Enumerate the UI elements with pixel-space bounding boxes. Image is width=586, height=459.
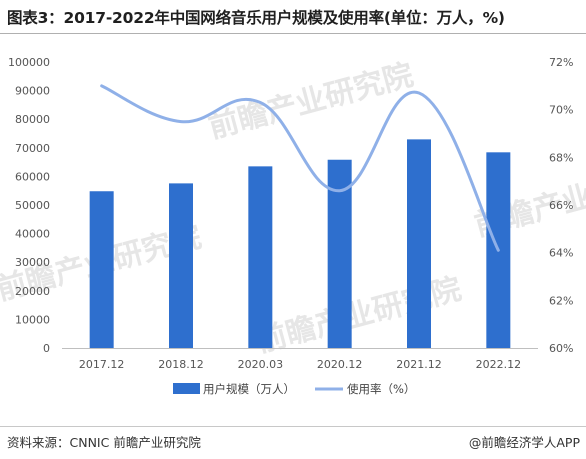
y-left-tick-label: 90000 xyxy=(15,85,50,98)
y-left-tick-label: 80000 xyxy=(15,113,50,126)
x-tick-label: 2020.12 xyxy=(317,358,363,371)
y-left-tick-label: 20000 xyxy=(15,285,50,298)
y-left-tick-label: 40000 xyxy=(15,228,50,241)
x-tick-label: 2017.12 xyxy=(79,358,125,371)
y-left-tick-label: 30000 xyxy=(15,256,50,269)
brand-credit: @前瞻经济学人APP xyxy=(468,435,580,450)
y-left-tick-label: 10000 xyxy=(15,313,50,326)
source-note: 资料来源：CNNIC 前瞻产业研究院 xyxy=(7,435,201,450)
x-tick-label: 2021.12 xyxy=(396,358,442,371)
legend-label-line: 使用率（%） xyxy=(347,382,415,396)
series-line-usage-rate xyxy=(100,84,500,252)
x-tick-label: 2020.03 xyxy=(238,358,284,371)
title-divider xyxy=(0,33,586,34)
x-tick-label: 2018.12 xyxy=(158,358,204,371)
y-right-tick-label: 60% xyxy=(549,342,573,355)
watermark: 前瞻产业研究院 xyxy=(253,272,465,360)
bar xyxy=(89,191,114,348)
y-left-tick-label: 0 xyxy=(43,342,50,355)
y-right-tick-label: 64% xyxy=(549,247,573,260)
bar xyxy=(169,183,193,348)
y-left-tick-label: 50000 xyxy=(15,199,50,212)
y-right-tick-label: 68% xyxy=(549,151,573,164)
combo-chart: 前瞻产业研究院 前瞻产业研究院 前瞻产业研究院 前瞻产业研究院 01000020… xyxy=(0,56,586,396)
y-right-tick-label: 62% xyxy=(549,294,573,307)
legend-label-bar: 用户规模（万人） xyxy=(203,382,295,396)
bar xyxy=(407,139,431,348)
x-tick-label: 2022.12 xyxy=(476,358,522,371)
chart-title: 图表3：2017-2022年中国网络音乐用户规模及使用率(单位：万人，%) xyxy=(7,9,505,27)
y-left-tick-label: 70000 xyxy=(15,142,50,155)
y-left-tick-label: 60000 xyxy=(15,170,50,183)
legend-swatch-bar xyxy=(173,383,200,394)
y-right-tick-label: 72% xyxy=(549,56,573,69)
footer-divider xyxy=(0,426,586,427)
y-right-tick-label: 70% xyxy=(549,104,573,117)
bar xyxy=(248,166,273,348)
y-right-tick-label: 66% xyxy=(549,199,573,212)
y-left-tick-label: 100000 xyxy=(8,56,50,69)
